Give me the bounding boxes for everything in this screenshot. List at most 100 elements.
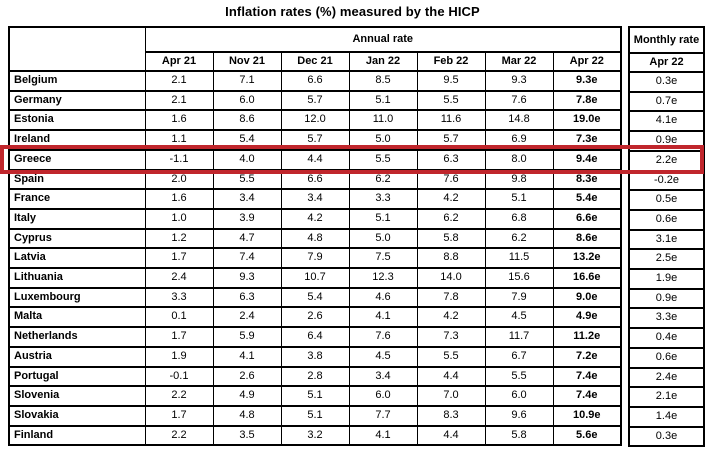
monthly-value-cell: 0.3e xyxy=(628,71,705,93)
monthly-table-row: 2.4e xyxy=(628,366,705,389)
column-header: Apr 22 xyxy=(552,51,622,72)
monthly-table-row: 0.6e xyxy=(628,208,705,231)
page-title: Inflation rates (%) measured by the HICP xyxy=(225,4,480,19)
annual-value-cell: 1.6 xyxy=(144,109,214,132)
annual-value-cell: 6.0 xyxy=(348,385,418,407)
monthly-tbody: 0.3e 0.7e 4.1e 0.9e 2.2e -0.2e 0.5e 0.6e… xyxy=(628,71,705,448)
annual-rate-group-header: Annual rate xyxy=(144,26,622,53)
column-header: Apr 22 xyxy=(628,52,705,73)
annual-value-cell: 4.7 xyxy=(212,227,282,250)
monthly-value-cell: 2.5e xyxy=(628,248,705,271)
country-cell: Netherlands xyxy=(8,326,146,348)
annual-value-cell: 5.4e xyxy=(552,188,622,210)
annual-value-cell: 7.0 xyxy=(416,385,486,407)
annual-value-cell: 7.6 xyxy=(416,168,486,191)
annual-value-cell: 2.2 xyxy=(144,424,214,447)
column-header: Apr 21 xyxy=(144,51,214,72)
annual-value-cell: 2.4 xyxy=(212,306,282,329)
monthly-rate-group-header: Monthly rate xyxy=(628,26,705,54)
table-row: Latvia 1.7 7.4 7.9 7.5 8.8 11.5 13.2e xyxy=(8,247,622,270)
annual-value-cell: 9.3 xyxy=(484,70,554,92)
annual-value-cell: 7.5 xyxy=(348,247,418,270)
annual-value-cell: 16.6e xyxy=(552,267,622,289)
annual-value-cell: 4.4 xyxy=(416,365,486,388)
annual-value-cell: 2.8 xyxy=(280,365,350,388)
annual-value-cell: 11.6 xyxy=(416,109,486,132)
country-cell: Slovakia xyxy=(8,404,146,427)
annual-value-cell: 5.9 xyxy=(212,326,282,348)
annual-value-cell: 7.2e xyxy=(552,345,622,368)
column-header: Nov 21 xyxy=(212,51,282,72)
column-header: Dec 21 xyxy=(280,51,350,72)
monthly-value-cell: 2.2e xyxy=(628,149,705,172)
annual-value-cell: 4.4 xyxy=(280,148,350,171)
column-header: Feb 22 xyxy=(416,51,486,72)
annual-value-cell: 11.2e xyxy=(552,326,622,348)
monthly-value-cell: 0.5e xyxy=(628,189,705,211)
annual-value-cell: 3.5 xyxy=(212,424,282,447)
country-cell: Cyprus xyxy=(8,227,146,250)
table-row: Italy 1.0 3.9 4.2 5.1 6.2 6.8 6.6e xyxy=(8,207,622,230)
annual-value-cell: 9.6 xyxy=(484,404,554,427)
annual-value-cell: 7.8e xyxy=(552,89,622,112)
country-cell: Greece xyxy=(8,148,146,171)
country-cell: Lithuania xyxy=(8,267,146,289)
annual-value-cell: 2.1 xyxy=(144,70,214,92)
annual-value-cell: 15.6 xyxy=(484,267,554,289)
table-row: Austria 1.9 4.1 3.8 4.5 5.5 6.7 7.2e xyxy=(8,345,622,368)
annual-value-cell: 12.3 xyxy=(348,267,418,289)
table-row: Slovenia 2.2 4.9 5.1 6.0 7.0 6.0 7.4e xyxy=(8,385,622,407)
annual-value-cell: 11.7 xyxy=(484,326,554,348)
annual-value-cell: 8.0 xyxy=(484,148,554,171)
annual-value-cell: 4.5 xyxy=(348,345,418,368)
annual-value-cell: 6.7 xyxy=(484,345,554,368)
annual-value-cell: 3.4 xyxy=(212,188,282,210)
annual-value-cell: 5.5 xyxy=(484,365,554,388)
monthly-table-row: 0.9e xyxy=(628,130,705,152)
annual-value-cell: 2.4 xyxy=(144,267,214,289)
annual-value-cell: 1.7 xyxy=(144,326,214,348)
annual-value-cell: 4.2 xyxy=(416,188,486,210)
annual-value-cell: 6.2 xyxy=(348,168,418,191)
monthly-value-cell: 3.3e xyxy=(628,307,705,330)
annual-value-cell: 4.0 xyxy=(212,148,282,171)
annual-value-cell: 7.6 xyxy=(348,326,418,348)
annual-value-cell: 12.0 xyxy=(280,109,350,132)
annual-value-cell: 4.2 xyxy=(416,306,486,329)
annual-value-cell: 5.7 xyxy=(280,89,350,112)
country-cell: Ireland xyxy=(8,129,146,151)
annual-value-cell: 4.1 xyxy=(348,424,418,447)
annual-value-cell: 9.8 xyxy=(484,168,554,191)
annual-value-cell: 6.2 xyxy=(484,227,554,250)
annual-value-cell: 9.5 xyxy=(416,70,486,92)
annual-value-cell: 5.4 xyxy=(212,129,282,151)
annual-value-cell: 4.1 xyxy=(212,345,282,368)
country-cell: Malta xyxy=(8,306,146,329)
annual-value-cell: 5.1 xyxy=(348,89,418,112)
monthly-value-cell: 0.9e xyxy=(628,287,705,310)
monthly-table-row: 1.9e xyxy=(628,268,705,290)
annual-value-cell: 10.7 xyxy=(280,267,350,289)
table-row: Malta 0.1 2.4 2.6 4.1 4.2 4.5 4.9e xyxy=(8,306,622,329)
annual-value-cell: 6.9 xyxy=(484,129,554,151)
monthly-table-row: 0.3e xyxy=(628,71,705,93)
monthly-table-row: 0.7e xyxy=(628,90,705,113)
annual-value-cell: 4.5 xyxy=(484,306,554,329)
country-cell: Austria xyxy=(8,345,146,368)
annual-value-cell: 5.5 xyxy=(348,148,418,171)
annual-value-cell: 6.3 xyxy=(416,148,486,171)
monthly-table-row: 0.3e xyxy=(628,425,705,448)
country-cell: Portugal xyxy=(8,365,146,388)
annual-value-cell: 5.1 xyxy=(280,385,350,407)
annual-value-cell: 4.8 xyxy=(280,227,350,250)
annual-value-cell: 2.0 xyxy=(144,168,214,191)
country-cell: Latvia xyxy=(8,247,146,270)
column-header: Mar 22 xyxy=(484,51,554,72)
country-cell: Italy xyxy=(8,207,146,230)
monthly-value-cell: 1.4e xyxy=(628,405,705,428)
table-row: Germany 2.1 6.0 5.7 5.1 5.5 7.6 7.8e xyxy=(8,89,622,112)
table-row: Finland 2.2 3.5 3.2 4.1 4.4 5.8 5.6e xyxy=(8,424,622,447)
annual-value-cell: 5.5 xyxy=(416,89,486,112)
annual-value-cell: 1.2 xyxy=(144,227,214,250)
annual-value-cell: 5.1 xyxy=(348,207,418,230)
